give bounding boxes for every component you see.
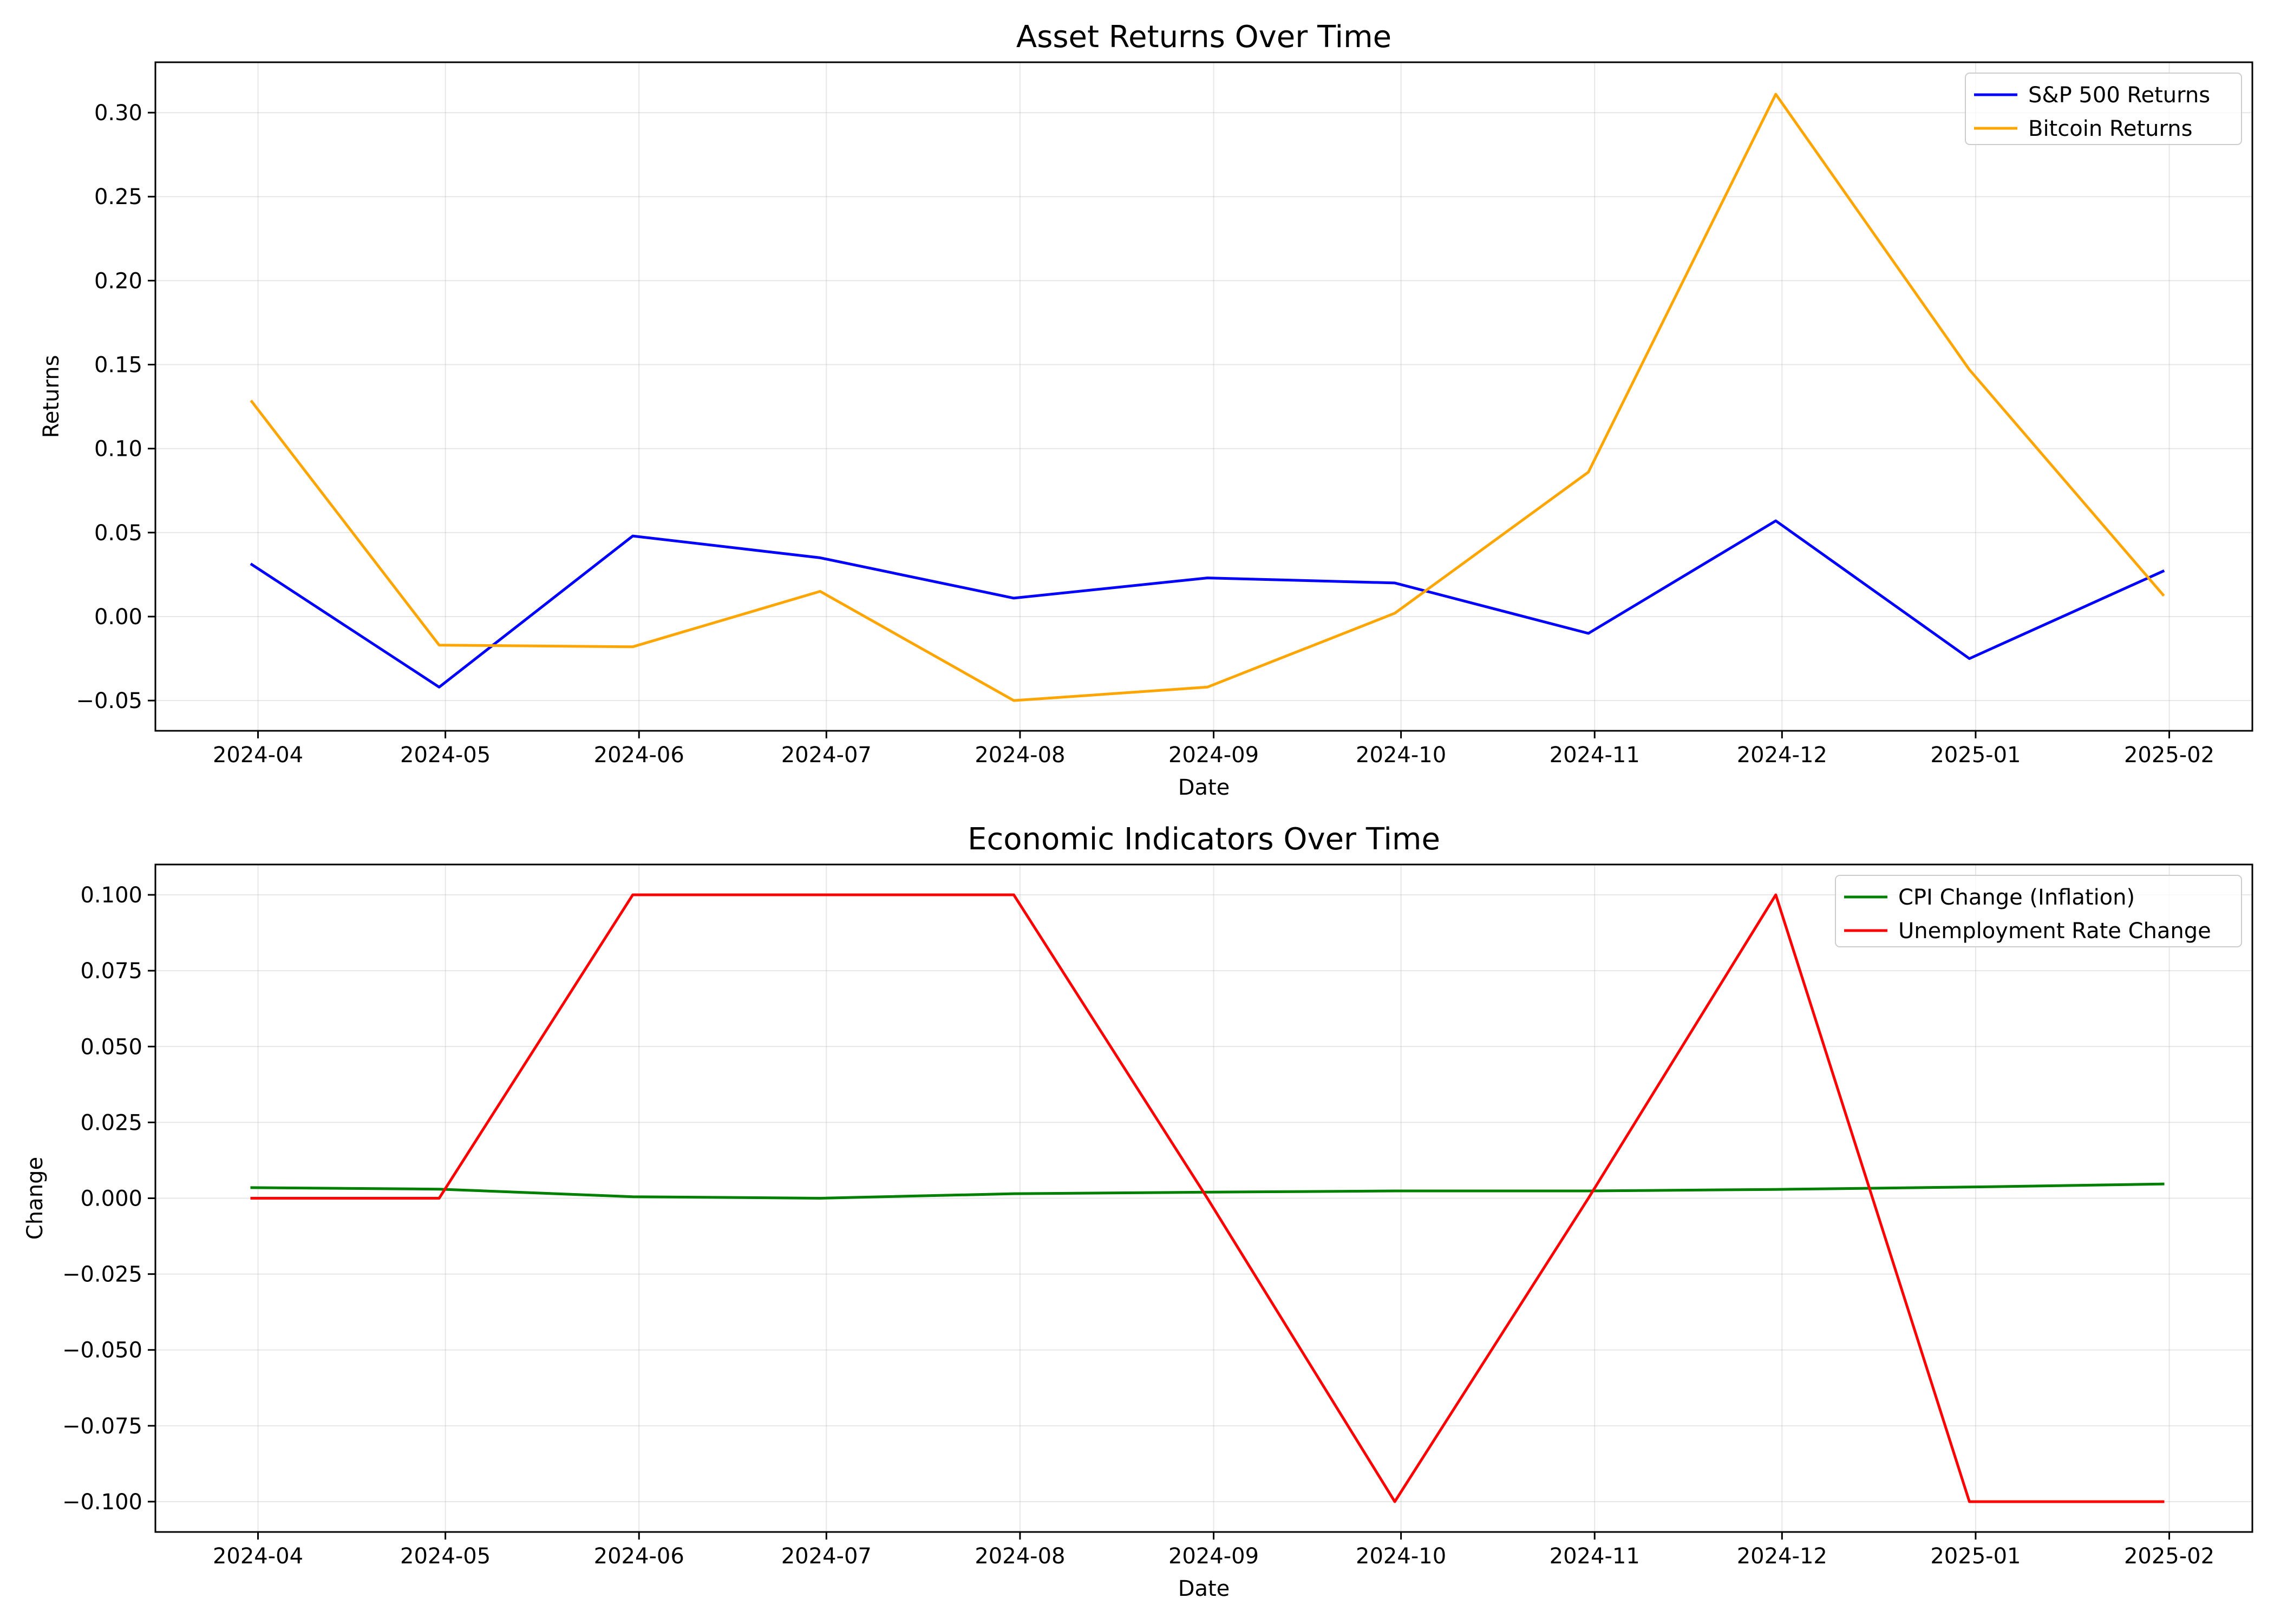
- x-tick-label: 2024-04: [213, 1544, 303, 1569]
- x-tick-label: 2024-12: [1737, 1544, 1827, 1569]
- y-tick-label: 0.025: [80, 1110, 142, 1135]
- y-tick-label: −0.025: [62, 1262, 142, 1287]
- legend-label: CPI Change (Inflation): [1898, 885, 2135, 910]
- chart-title: Asset Returns Over Time: [1016, 19, 1391, 55]
- x-axis-label: Date: [1178, 775, 1230, 800]
- legend-label: S&P 500 Returns: [2028, 83, 2210, 108]
- x-tick-label: 2024-07: [781, 1544, 872, 1569]
- x-tick-label: 2024-09: [1168, 743, 1259, 768]
- y-tick-label: −0.05: [76, 689, 142, 713]
- x-tick-label: 2024-11: [1550, 1544, 1640, 1569]
- y-tick-label: 0.30: [94, 101, 142, 126]
- x-tick-label: 2024-08: [975, 1544, 1065, 1569]
- x-tick-label: 2024-10: [1356, 743, 1446, 768]
- y-tick-label: 0.25: [94, 185, 142, 209]
- x-tick-label: 2024-06: [594, 1544, 684, 1569]
- x-tick-label: 2024-08: [975, 743, 1065, 768]
- x-tick-label: 2025-02: [2124, 1544, 2214, 1569]
- y-tick-label: 0.075: [80, 959, 142, 984]
- x-tick-label: 2024-12: [1737, 743, 1827, 768]
- legend-label: Unemployment Rate Change: [1898, 919, 2211, 944]
- y-tick-label: 0.15: [94, 353, 142, 378]
- y-tick-label: 0.10: [94, 437, 142, 462]
- legend-label: Bitcoin Returns: [2028, 116, 2192, 141]
- y-tick-label: 0.05: [94, 521, 142, 546]
- y-axis-label: Returns: [39, 355, 64, 438]
- y-tick-label: −0.050: [62, 1338, 142, 1363]
- x-tick-label: 2024-11: [1550, 743, 1640, 768]
- legend: CPI Change (Inflation) Unemployment Rate …: [1835, 875, 2242, 947]
- x-tick-label: 2025-02: [2124, 743, 2214, 768]
- legend: S&P 500 Returns Bitcoin Returns: [1965, 73, 2242, 145]
- x-tick-label: 2025-01: [1930, 1544, 2021, 1569]
- y-tick-label: 0.00: [94, 605, 142, 630]
- x-axis-label: Date: [1178, 1576, 1230, 1601]
- y-tick-label: 0.100: [80, 883, 142, 908]
- y-tick-label: −0.100: [62, 1490, 142, 1515]
- x-tick-label: 2025-01: [1930, 743, 2021, 768]
- y-tick-label: 0.000: [80, 1187, 142, 1212]
- y-tick-label: 0.050: [80, 1034, 142, 1059]
- x-tick-label: 2024-09: [1168, 1544, 1259, 1569]
- y-axis-label: Change: [23, 1157, 48, 1240]
- chart-title: Economic Indicators Over Time: [968, 822, 1440, 857]
- x-tick-label: 2024-10: [1356, 1544, 1446, 1569]
- x-tick-label: 2024-07: [781, 743, 872, 768]
- x-tick-label: 2024-06: [594, 743, 684, 768]
- x-tick-label: 2024-04: [213, 743, 303, 768]
- x-tick-label: 2024-05: [400, 1544, 491, 1569]
- x-tick-label: 2024-05: [400, 743, 491, 768]
- y-tick-label: 0.20: [94, 269, 142, 293]
- y-tick-label: −0.075: [62, 1414, 142, 1439]
